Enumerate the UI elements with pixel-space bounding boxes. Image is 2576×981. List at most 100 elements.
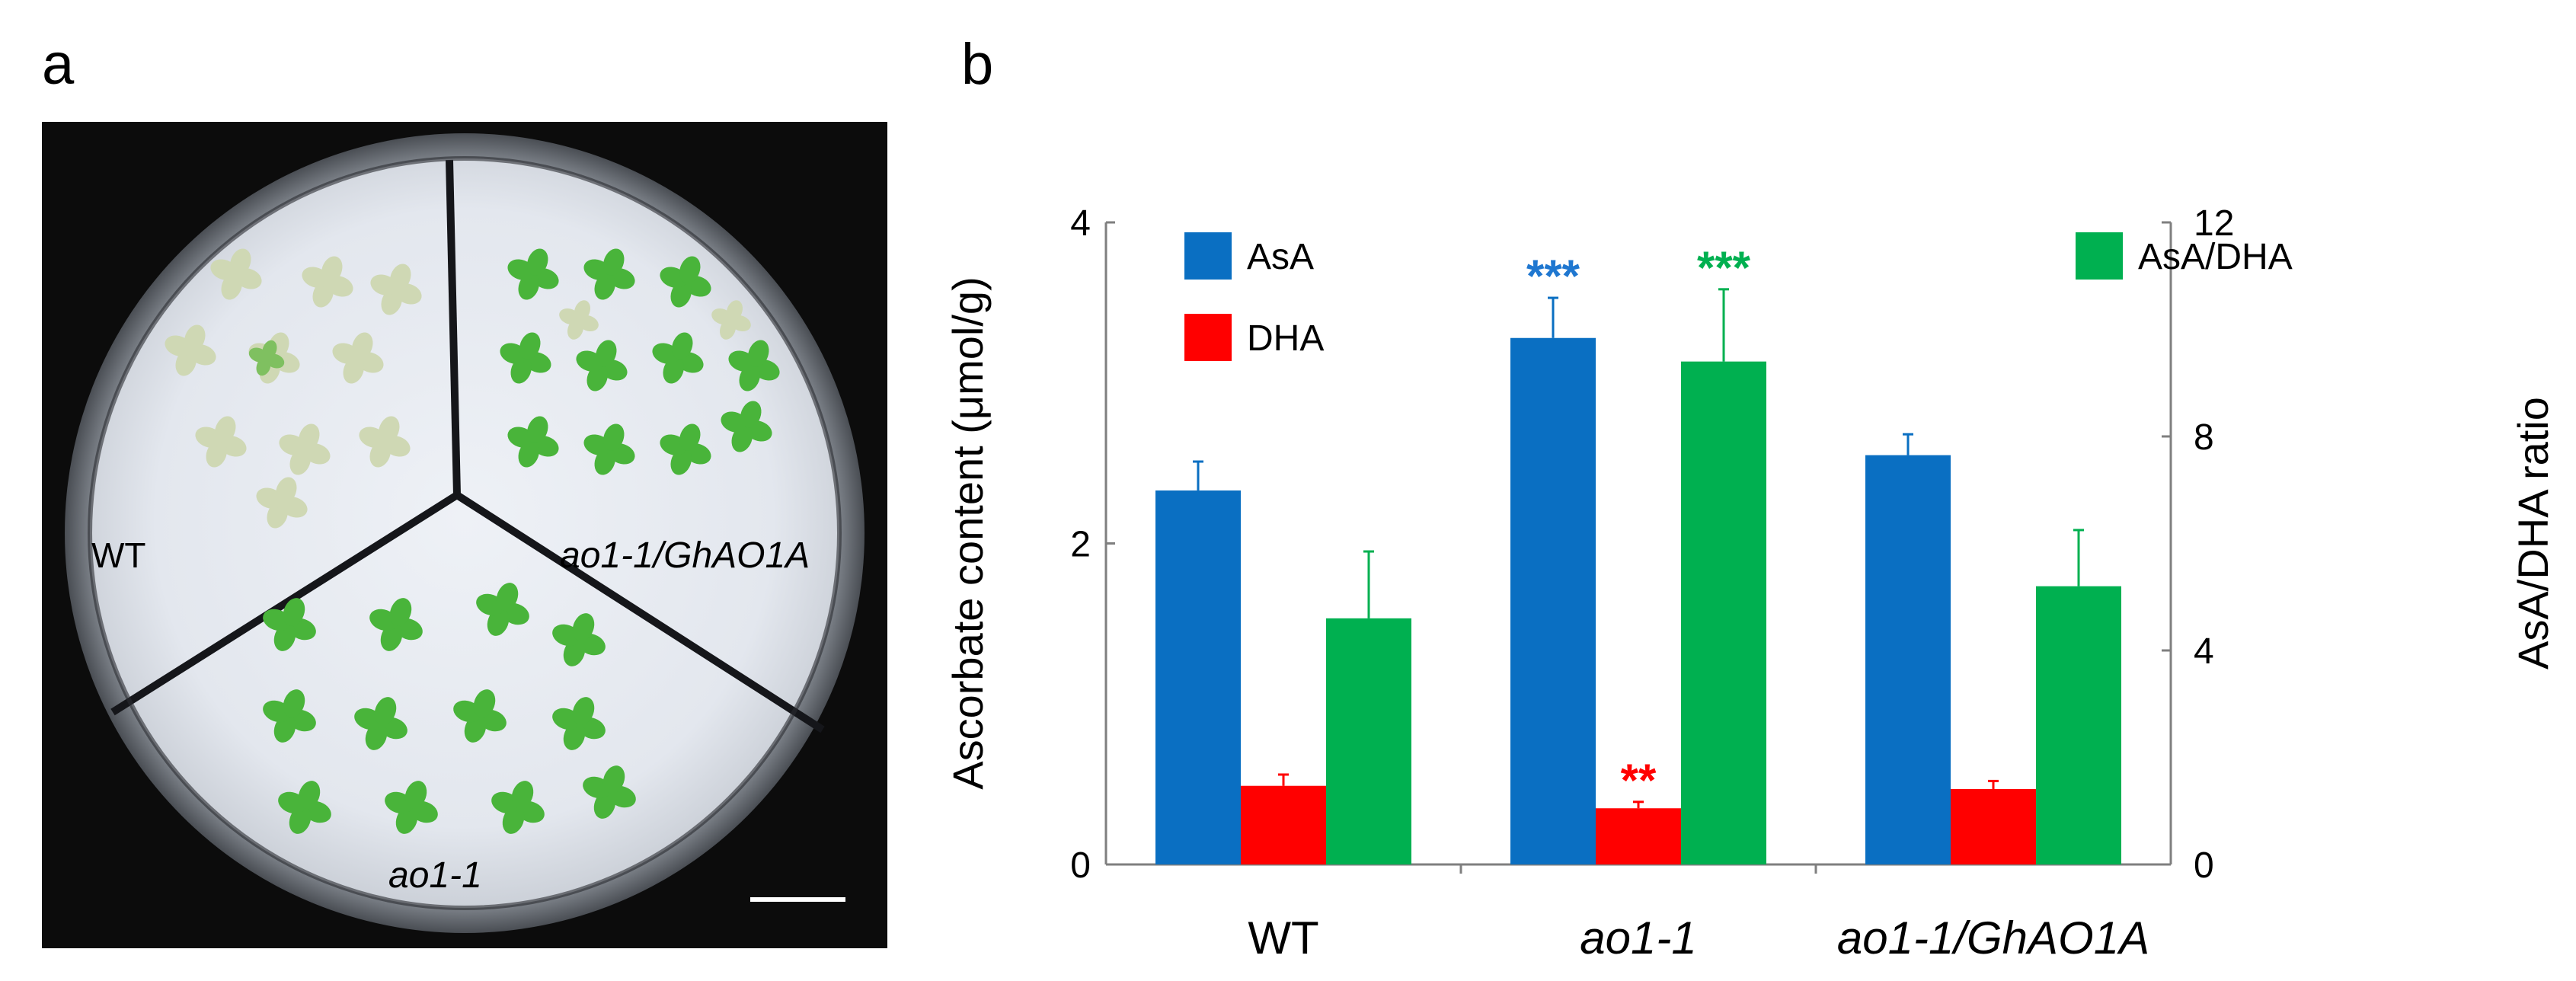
seedling [195, 416, 247, 468]
cotyledon [672, 332, 693, 359]
y-right-tick-label: 12 [2194, 203, 2234, 244]
cotyledon [379, 416, 400, 443]
bars: ******** [1155, 242, 2121, 864]
significance-label: *** [1526, 251, 1580, 302]
cotyledon [404, 781, 427, 809]
seedling [278, 781, 331, 834]
seedling [263, 598, 316, 651]
cotyledon [740, 401, 762, 428]
bar [1155, 490, 1241, 864]
significance-label: ** [1621, 755, 1657, 806]
y-axis-right-title: AsA/DHA ratio [2509, 397, 2557, 669]
legend: AsA DHA AsA/DHA [1184, 232, 2293, 361]
petri-dish-medium [90, 158, 839, 908]
cotyledon [519, 332, 541, 359]
y-left-tick-label: 4 [1070, 203, 1091, 244]
seedling [660, 256, 711, 308]
cotyledon [299, 423, 320, 451]
seedling [507, 248, 559, 300]
cotyledon [321, 256, 343, 283]
panel-a-label: a [42, 32, 75, 97]
seedling [491, 781, 545, 834]
cotyledon [596, 340, 617, 367]
cotyledon [511, 781, 534, 809]
cotyledon [283, 598, 305, 626]
seedling [711, 300, 751, 340]
seedling [576, 340, 628, 391]
seedling [583, 423, 635, 475]
cotyledon [262, 340, 277, 359]
seedling [660, 423, 711, 475]
scale-bar [750, 897, 845, 902]
seedling [453, 689, 507, 743]
seedling [302, 256, 353, 308]
bar [1326, 618, 1411, 864]
cotyledon [230, 248, 251, 276]
legend-swatch [1184, 314, 1232, 361]
sector-label-wt: WT [91, 535, 146, 575]
panel-b-label: b [961, 32, 993, 97]
seedling [370, 264, 422, 315]
significance-label: *** [1697, 242, 1751, 293]
legend-swatch [1184, 232, 1232, 280]
cotyledon [527, 416, 548, 443]
bar [1951, 788, 2036, 864]
bar [2036, 586, 2121, 864]
cotyledon [603, 423, 625, 451]
cotyledon [390, 264, 411, 291]
cotyledon [527, 248, 548, 276]
x-tick-label: ao1-1/GhAO1A [1837, 912, 2149, 963]
cotyledon [352, 332, 373, 359]
bar [1865, 455, 1951, 864]
seedling [279, 423, 331, 475]
cotyledon [389, 598, 412, 626]
seedling [721, 401, 772, 452]
x-tick-label: WT [1248, 912, 1318, 963]
cotyledon [473, 689, 496, 717]
cotyledon [726, 300, 743, 321]
cotyledon [748, 340, 769, 367]
seedling [552, 613, 606, 666]
y-right-tick-label: 4 [2194, 631, 2214, 672]
bar [1241, 785, 1326, 864]
cotyledon [603, 248, 625, 276]
seedling [552, 697, 606, 750]
cotyledon [572, 613, 595, 641]
legend-swatch [2076, 232, 2123, 280]
seedling [728, 340, 780, 391]
cotyledon [679, 256, 701, 283]
seedling [385, 781, 438, 834]
y-right-tick-label: 0 [2194, 845, 2214, 886]
legend-label: AsA/DHA [2138, 237, 2293, 277]
cotyledon [276, 477, 297, 504]
seedling [359, 416, 411, 468]
petri-dish-photo: WT ao1-1/GhAO1A ao1-1 [42, 122, 887, 948]
seedlings [165, 248, 780, 834]
cotyledon [496, 583, 519, 611]
seedling [165, 324, 216, 376]
y-right-tick-label: 8 [2194, 417, 2214, 458]
seedling [559, 300, 599, 340]
bar [1681, 361, 1766, 864]
cotyledon [574, 300, 590, 321]
cotyledon [215, 416, 236, 443]
cotyledon [602, 765, 625, 794]
x-tick-label: ao1-1 [1580, 912, 1696, 963]
cotyledon [679, 423, 701, 451]
bar-chart: Ascorbate content (μmol/g) AsA/DHA ratio… [944, 203, 2557, 963]
seedling [256, 477, 308, 529]
legend-label: DHA [1247, 318, 1324, 359]
seedling [583, 765, 636, 819]
y-axis-left-title: Ascorbate content (μmol/g) [944, 276, 992, 789]
cotyledon [283, 689, 305, 717]
cotyledon [298, 781, 321, 809]
sector-dividers [110, 159, 825, 733]
bar [1596, 808, 1681, 864]
seedling [354, 697, 407, 750]
seedling [507, 416, 559, 468]
seedling [332, 332, 384, 384]
sector-label-complemented: ao1-1/GhAO1A [560, 535, 810, 576]
sector-label-mutant: ao1-1 [388, 855, 482, 896]
seedling [263, 689, 316, 743]
